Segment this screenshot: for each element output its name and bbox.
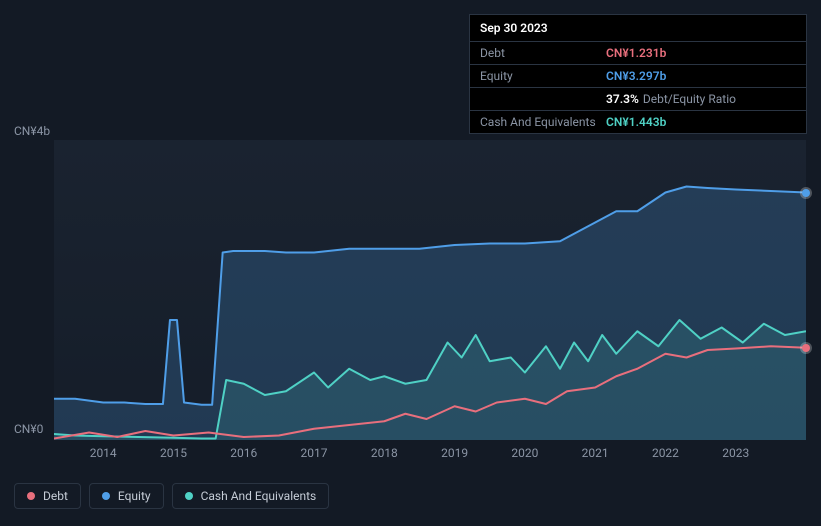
x-axis: 2014 2015 2016 2017 2018 2019 2020 2021 2022 2023 xyxy=(54,446,806,466)
x-tick: 2020 xyxy=(511,446,538,460)
x-tick: 2022 xyxy=(652,446,679,460)
tooltip-row-label xyxy=(480,92,606,106)
legend-item-equity[interactable]: Equity xyxy=(89,483,164,509)
tooltip-row-label: Equity xyxy=(480,69,606,83)
legend-item-debt[interactable]: Debt xyxy=(14,483,81,509)
tooltip-row-label: Cash And Equivalents xyxy=(480,115,606,129)
chart-svg xyxy=(54,140,806,440)
series-end-dot-debt xyxy=(802,344,810,352)
x-tick: 2014 xyxy=(90,446,117,460)
x-tick: 2017 xyxy=(301,446,328,460)
tooltip-row: EquityCN¥3.297b xyxy=(470,65,806,88)
x-tick: 2018 xyxy=(371,446,398,460)
tooltip-date: Sep 30 2023 xyxy=(470,15,806,42)
tooltip-row-value: 37.3% xyxy=(606,92,639,106)
x-tick: 2021 xyxy=(582,446,609,460)
legend-label: Debt xyxy=(43,489,68,503)
tooltip-row: Cash And EquivalentsCN¥1.443b xyxy=(470,111,806,133)
legend-dot-icon xyxy=(27,492,35,500)
tooltip-row-value: CN¥1.443b xyxy=(606,115,666,129)
legend-dot-icon xyxy=(102,492,110,500)
y-axis-label-max: CN¥4b xyxy=(14,124,50,138)
legend-label: Cash And Equivalents xyxy=(201,489,317,503)
tooltip-row: DebtCN¥1.231b xyxy=(470,42,806,65)
series-end-dot-equity xyxy=(802,189,810,197)
tooltip-row-value: CN¥1.231b xyxy=(606,46,666,60)
chart-tooltip: Sep 30 2023 DebtCN¥1.231bEquityCN¥3.297b… xyxy=(469,14,807,134)
tooltip-row-label: Debt xyxy=(480,46,606,60)
x-tick: 2023 xyxy=(722,446,749,460)
x-tick: 2016 xyxy=(230,446,257,460)
tooltip-row-value: CN¥3.297b xyxy=(606,69,666,83)
chart-legend: Debt Equity Cash And Equivalents xyxy=(14,483,329,509)
legend-dot-icon xyxy=(185,492,193,500)
chart-plot-area[interactable] xyxy=(54,140,806,440)
x-tick: 2015 xyxy=(160,446,187,460)
tooltip-row: 37.3% Debt/Equity Ratio xyxy=(470,88,806,111)
tooltip-row-suffix: Debt/Equity Ratio xyxy=(643,92,736,106)
y-axis-label-min: CN¥0 xyxy=(14,422,43,436)
x-tick: 2019 xyxy=(441,446,468,460)
tooltip-rows: DebtCN¥1.231bEquityCN¥3.297b37.3%Debt/Eq… xyxy=(470,42,806,133)
chart-container: CN¥4b CN¥0 20142015201620172018201920202… xyxy=(14,120,806,475)
legend-label: Equity xyxy=(118,489,151,503)
legend-item-cash-and-equivalents[interactable]: Cash And Equivalents xyxy=(172,483,330,509)
